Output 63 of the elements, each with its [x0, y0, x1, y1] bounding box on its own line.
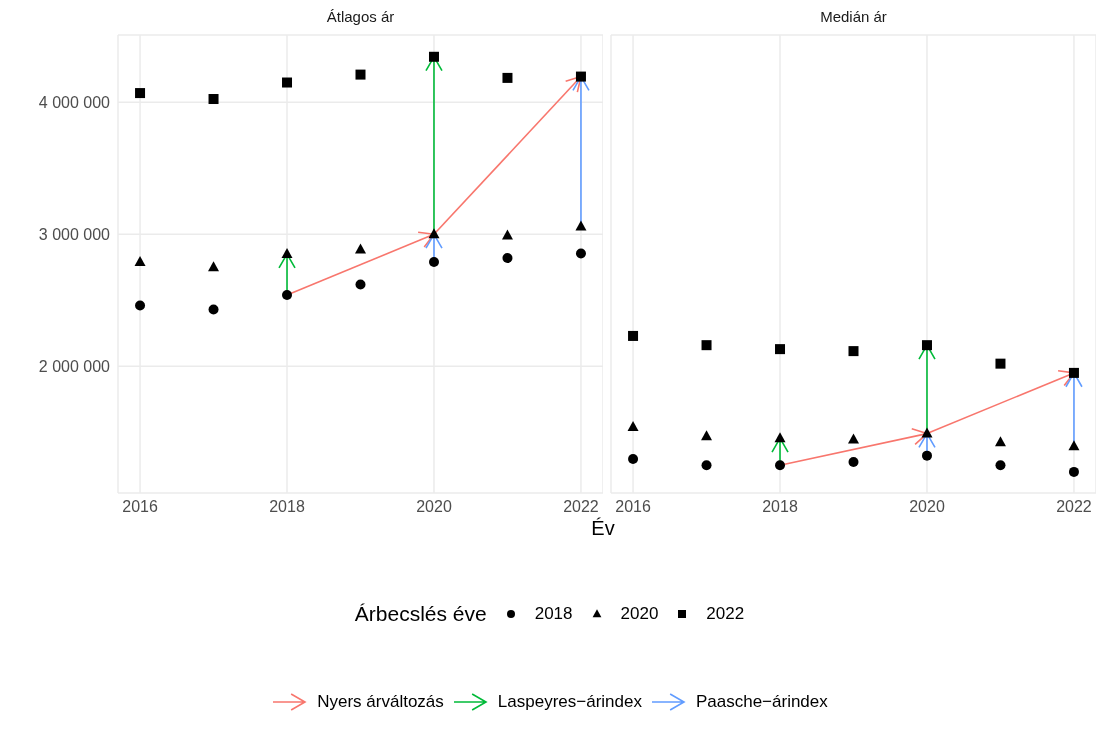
point	[355, 69, 366, 80]
point	[575, 248, 586, 259]
point	[701, 460, 712, 471]
point	[134, 256, 146, 267]
legend-label: 2018	[534, 604, 573, 624]
x-tick-label: 2016	[122, 498, 158, 516]
point	[281, 248, 293, 259]
point	[775, 344, 786, 355]
point	[1068, 466, 1079, 477]
legend-label: 2022	[706, 604, 745, 624]
y-tick-label: 4 000 000	[38, 93, 111, 111]
point	[355, 279, 366, 290]
point	[921, 427, 933, 438]
point	[1068, 367, 1079, 378]
y-tick-label: 2 000 000	[38, 357, 111, 375]
x-tick-label: 2020	[416, 498, 452, 516]
point	[628, 330, 639, 341]
point	[921, 450, 932, 461]
chart-title: Medián ár	[819, 8, 888, 27]
point	[995, 358, 1006, 369]
point	[848, 346, 859, 357]
point	[355, 243, 366, 254]
point	[701, 340, 712, 351]
point	[575, 220, 587, 231]
x-tick-label: 2022	[1056, 498, 1092, 516]
legend-label: Laspeyres−árindex	[497, 692, 642, 712]
point	[502, 253, 513, 264]
point	[208, 304, 219, 315]
x-tick-label: 2022	[563, 498, 599, 516]
point	[628, 453, 639, 464]
point	[428, 228, 440, 239]
point	[921, 340, 932, 351]
point	[848, 456, 859, 467]
point	[208, 261, 220, 272]
point	[848, 433, 859, 444]
chart-title: Átlagos ár	[325, 8, 396, 27]
point	[135, 88, 146, 99]
point	[282, 290, 293, 301]
point	[501, 229, 513, 240]
point	[282, 77, 293, 88]
legend-label: Nyers árváltozás	[317, 692, 444, 712]
x-axis-title: Év	[590, 517, 616, 540]
point	[775, 460, 786, 471]
point	[428, 51, 439, 62]
point	[208, 94, 219, 105]
x-tick-label: 2016	[615, 498, 651, 516]
point	[428, 257, 439, 268]
point	[502, 72, 513, 83]
legend-label: Paasche−árindex	[695, 692, 828, 712]
point	[1068, 440, 1080, 451]
point	[135, 300, 146, 311]
legend-label: 2020	[620, 604, 659, 624]
x-tick-label: 2018	[269, 498, 305, 516]
point	[627, 421, 639, 432]
point	[995, 460, 1006, 471]
point	[575, 71, 586, 82]
point	[774, 432, 786, 443]
y-tick-label: 3 000 000	[38, 225, 111, 243]
legend-title: Árbecslés éve	[354, 602, 487, 626]
point	[701, 430, 713, 441]
x-tick-label: 2020	[909, 498, 945, 516]
x-tick-label: 2018	[762, 498, 798, 516]
point	[994, 436, 1006, 447]
